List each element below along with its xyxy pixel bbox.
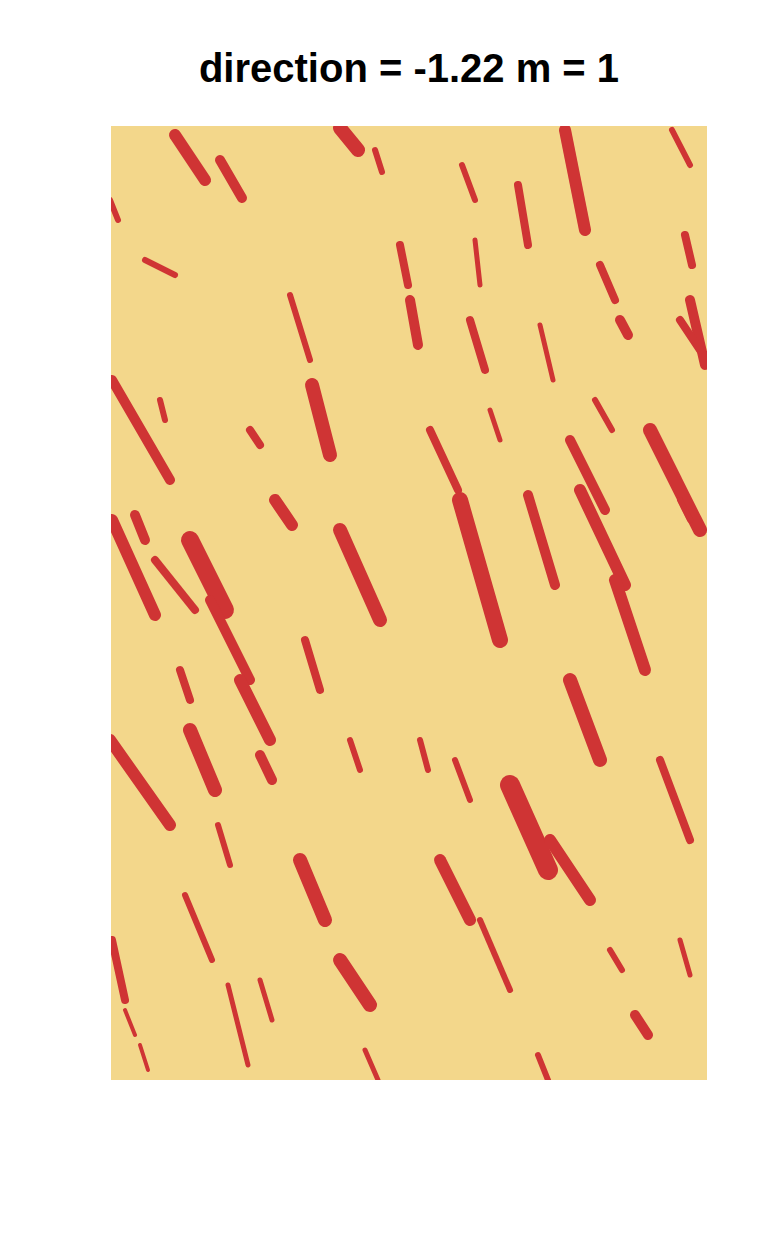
- patch: [400, 245, 408, 285]
- patch: [680, 320, 700, 350]
- patch: [550, 840, 590, 900]
- patch: [340, 530, 380, 620]
- patch: [510, 785, 548, 870]
- patch: [518, 185, 528, 245]
- patch: [125, 1010, 135, 1035]
- patch: [460, 500, 500, 640]
- patch: [490, 410, 500, 440]
- patch: [570, 680, 600, 760]
- patch: [210, 600, 250, 680]
- patch: [260, 755, 272, 780]
- patch: [595, 400, 612, 430]
- patch: [440, 860, 470, 920]
- patch: [112, 940, 125, 1000]
- patch: [190, 730, 215, 790]
- patch: [260, 980, 272, 1020]
- patch: [610, 950, 622, 970]
- patch: [430, 430, 458, 490]
- patch: [111, 200, 118, 220]
- patch: [410, 300, 418, 345]
- patch: [290, 295, 310, 360]
- patch: [300, 860, 325, 920]
- patch: [185, 895, 212, 960]
- patch: [340, 128, 358, 150]
- patch: [528, 495, 555, 585]
- patch: [218, 825, 230, 865]
- patch: [600, 265, 615, 300]
- patch: [220, 160, 242, 198]
- patch: [455, 760, 470, 800]
- patch: [650, 430, 700, 530]
- patch: [155, 560, 195, 610]
- patch: [350, 740, 360, 770]
- patch: [480, 920, 510, 990]
- patch: [538, 1055, 548, 1080]
- patch: [112, 520, 155, 615]
- patch: [565, 130, 585, 230]
- patch: [340, 960, 370, 1005]
- patch: [540, 325, 553, 380]
- patch: [365, 1050, 378, 1080]
- title: direction = -1.22 m = 1: [199, 46, 619, 90]
- patch: [250, 430, 260, 445]
- patch: [672, 130, 690, 165]
- patch: [375, 150, 382, 172]
- patch: [475, 240, 480, 285]
- patch: [305, 640, 320, 690]
- patch: [112, 380, 170, 480]
- patch: [312, 385, 330, 455]
- patch: [470, 320, 485, 370]
- patch: [135, 515, 145, 540]
- patch: [615, 580, 645, 670]
- patch: [620, 320, 628, 335]
- patch: [420, 740, 428, 770]
- patch: [680, 940, 690, 975]
- chart: direction = -1.22 m = 1: [0, 0, 781, 1250]
- map-frame: [111, 126, 707, 1080]
- patch: [275, 500, 292, 525]
- patch: [160, 400, 165, 420]
- patch: [680, 500, 690, 520]
- patch: [635, 1015, 648, 1035]
- marks: [111, 128, 705, 1080]
- patch: [240, 680, 270, 740]
- patch: [685, 235, 692, 265]
- patch: [145, 260, 175, 275]
- patch: [580, 490, 625, 585]
- patch: [111, 740, 170, 825]
- patch: [462, 165, 475, 200]
- patch: [140, 1045, 148, 1070]
- patch: [180, 670, 190, 700]
- patch: [228, 985, 248, 1065]
- patch: [660, 760, 690, 840]
- patch: [175, 135, 205, 180]
